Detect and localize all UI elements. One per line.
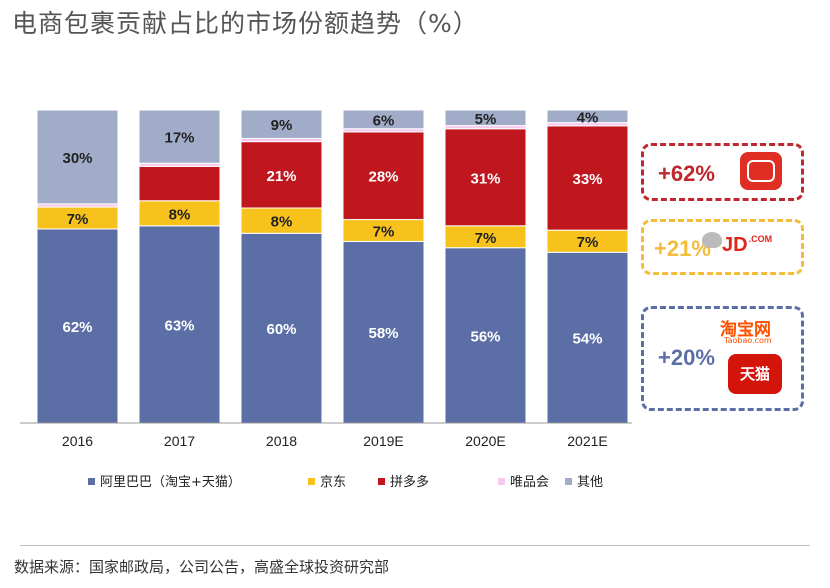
legend-label-2: 拼多多 <box>390 474 429 490</box>
x-tick-label-2019E: 2019E <box>363 433 403 449</box>
data-label-2016-0: 62% <box>62 319 92 336</box>
data-label-2021E-2: 33% <box>572 171 602 188</box>
bar-segment-2020E-0 <box>444 247 527 424</box>
bar-segment-2016-4 <box>36 109 119 205</box>
x-tick-labels: 2016 2017 2018 2019E 2020E 2021E <box>62 433 608 449</box>
data-label-2016-1: 7% <box>67 211 89 228</box>
data-label-2019E-2: 28% <box>368 169 398 186</box>
data-label-2021E-4: 4% <box>577 109 599 126</box>
x-tick-label-2017: 2017 <box>164 433 195 449</box>
data-label-2019E-0: 58% <box>368 325 398 342</box>
data-label-2017-0: 63% <box>164 317 194 334</box>
taobao-logo-icon: 淘宝网 <box>720 320 771 340</box>
legend-swatch-2 <box>378 478 385 485</box>
alibaba-callout: +20% 淘宝网 Taobao.com 天猫 <box>641 306 804 411</box>
data-label-2020E-1: 7% <box>475 230 497 247</box>
bar-segment-2017-1 <box>138 200 221 227</box>
bar-segment-2017-0 <box>138 225 221 424</box>
bar-segment-2017-2 <box>138 165 221 202</box>
bar-segment-2018-2 <box>240 141 323 209</box>
bar-segment-2018-1 <box>240 207 323 234</box>
legend-swatch-3 <box>498 478 505 485</box>
pdd-callout: +62% <box>641 143 804 201</box>
x-tick-label-2021E: 2021E <box>567 433 607 449</box>
chart-title: 电商包裹贡献占比的市场份额趋势（%） <box>12 9 479 38</box>
legend-label-4: 其他 <box>577 475 603 490</box>
data-source: 数据来源：国家邮政局，公司公告，高盛全球投资研究部 <box>14 558 390 576</box>
bar-segment-2019E-2 <box>342 131 425 221</box>
data-label-2021E-0: 54% <box>572 331 602 348</box>
legend: 阿里巴巴（淘宝+天猫） 京东 拼多多 唯品会 其他 <box>88 474 603 490</box>
jd-callout: +21% JD.COM <box>641 219 804 275</box>
data-label-2019E-1: 7% <box>373 224 395 241</box>
data-label-2018-1: 8% <box>271 214 293 231</box>
bar-segment-2021E-0 <box>546 251 629 424</box>
data-label-2018-4: 9% <box>271 117 293 134</box>
bar-segment-2018-4 <box>240 109 323 139</box>
bar-segment-2020E-2 <box>444 128 527 227</box>
taobao-url-text: Taobao.com <box>724 336 772 345</box>
bar-segment-2019E-4 <box>342 109 425 130</box>
jd-dog-icon <box>702 232 722 248</box>
x-tick-label-2020E: 2020E <box>465 433 505 449</box>
bar-segment-2018-0 <box>240 232 323 424</box>
pdd-growth-label: +62% <box>658 161 715 186</box>
legend-swatch-1 <box>308 478 315 485</box>
data-label-2020E-2: 31% <box>470 170 500 187</box>
alibaba-growth-label: +20% <box>658 345 715 370</box>
data-label-2018-2: 21% <box>266 168 296 185</box>
bar-segment-2020E-4 <box>444 109 527 127</box>
legend-swatch-4 <box>565 478 572 485</box>
x-tick-label-2016: 2016 <box>62 433 93 449</box>
x-tick-label-2018: 2018 <box>266 433 297 449</box>
data-label-2021E-1: 7% <box>577 234 599 251</box>
jd-logo-icon: JD.COM <box>722 234 773 256</box>
data-label-2019E-4: 6% <box>373 112 395 129</box>
legend-label-3: 唯品会 <box>510 475 549 490</box>
bar-segment-2017-4 <box>138 109 221 164</box>
data-label-2017-4: 17% <box>164 130 194 147</box>
legend-swatch-0 <box>88 478 95 485</box>
stacked-bar-chart: 62% 7% 30% 63% 8% 17% 60% 8% 21% 9% 58% 7% 28% 6% 56% 7… <box>20 109 632 490</box>
pinduoduo-logo-icon <box>740 152 782 190</box>
bar-segment-2021E-4 <box>546 109 629 124</box>
legend-label-1: 京东 <box>320 475 346 490</box>
bars-group: 62% 7% 30% 63% 8% 17% 60% 8% 21% 9% 58% 7% 28% 6% 56% 7… <box>36 109 629 424</box>
data-label-2018-0: 60% <box>266 321 296 338</box>
tmall-logo-icon: 天猫 <box>728 354 782 394</box>
data-label-2020E-0: 56% <box>470 328 500 345</box>
legend-label-0: 阿里巴巴（淘宝+天猫） <box>100 475 241 490</box>
jd-growth-label: +21% <box>654 236 711 261</box>
data-label-2020E-4: 5% <box>475 111 497 128</box>
bar-segment-2019E-0 <box>342 240 425 424</box>
data-label-2017-1: 8% <box>169 206 191 223</box>
data-label-2016-4: 30% <box>62 150 92 167</box>
footer-divider <box>20 545 810 546</box>
bar-segment-2016-0 <box>36 228 119 424</box>
